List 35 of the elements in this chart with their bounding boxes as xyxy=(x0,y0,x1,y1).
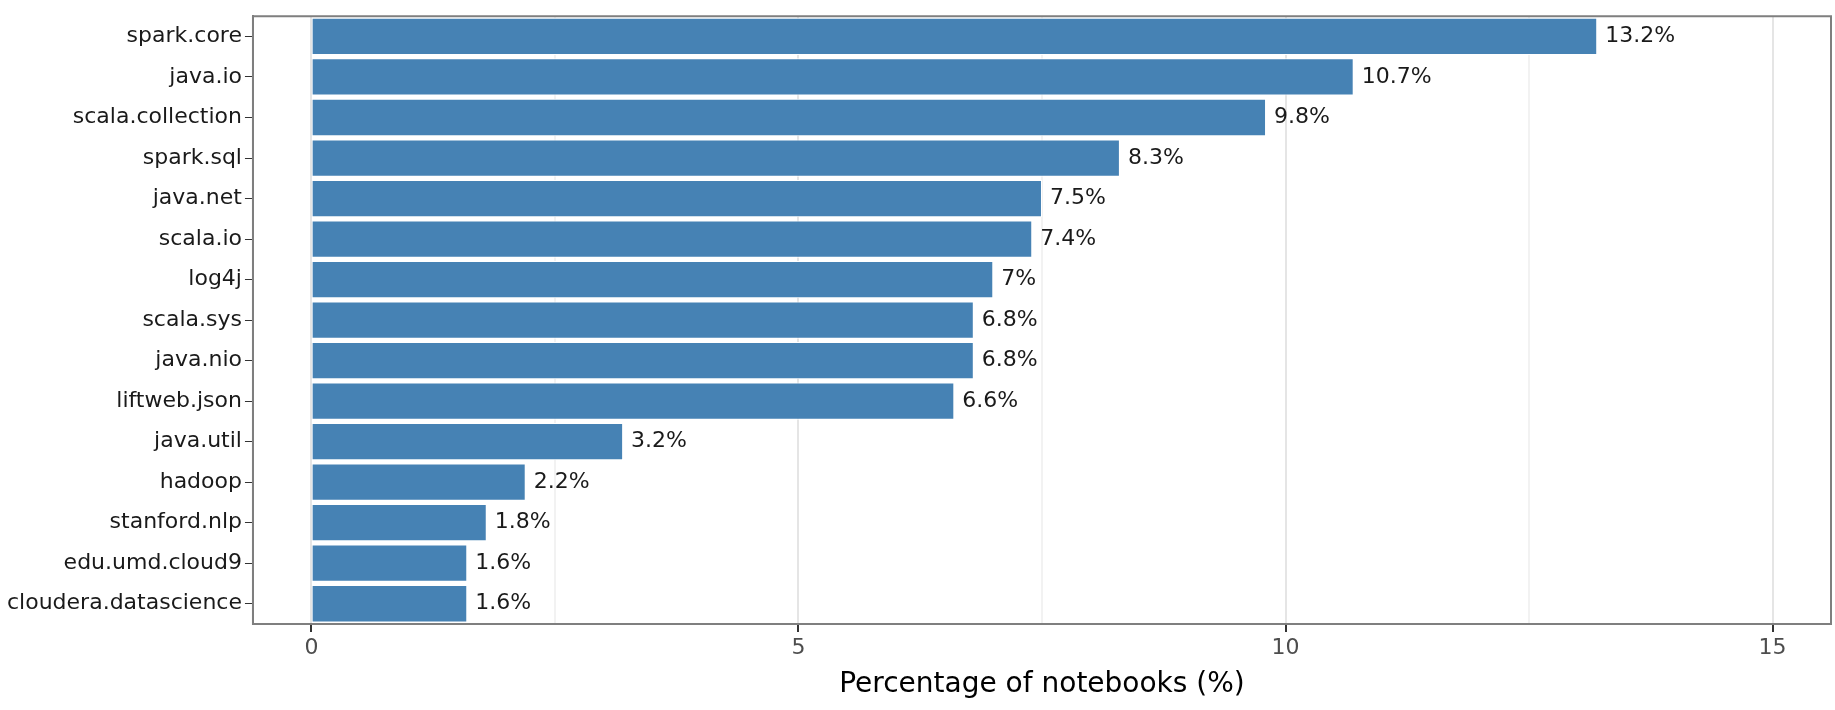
data-label: 13.2% xyxy=(1605,22,1676,48)
x-tick-label: 0 xyxy=(304,633,319,659)
data-label: 1.8% xyxy=(494,508,551,534)
y-tick-label: java.io xyxy=(168,62,242,88)
data-label: 1.6% xyxy=(475,548,532,574)
y-tick-label: spark.core xyxy=(126,22,242,48)
data-label: 7% xyxy=(1001,265,1037,291)
y-tick-label: cloudera.datascience xyxy=(7,589,242,615)
data-label: 10.7% xyxy=(1361,62,1432,88)
data-label: 6.8% xyxy=(981,346,1038,372)
y-tick-label: java.net xyxy=(151,184,243,210)
x-tick-label: 5 xyxy=(791,633,806,659)
y-tick-label: java.util xyxy=(153,427,242,453)
y-tick-label: hadoop xyxy=(159,467,242,493)
data-label: 7.4% xyxy=(1040,224,1097,250)
data-label: 2.2% xyxy=(533,467,590,493)
y-tick-label: liftweb.json xyxy=(116,386,242,412)
y-tick-label: spark.sql xyxy=(142,143,242,169)
y-tick-label: log4j xyxy=(188,265,242,291)
x-tick-label: 10 xyxy=(1271,633,1300,659)
x-axis-title: Percentage of notebooks (%) xyxy=(839,666,1245,700)
y-tick-label: scala.io xyxy=(158,224,242,250)
data-label: 1.6% xyxy=(475,589,532,615)
data-label: 6.8% xyxy=(981,305,1038,331)
data-label: 3.2% xyxy=(631,427,688,453)
y-tick-label: scala.collection xyxy=(72,103,242,129)
y-tick-label: edu.umd.cloud9 xyxy=(63,548,242,574)
y-tick-label: stanford.nlp xyxy=(109,508,242,534)
data-label: 7.5% xyxy=(1049,184,1106,210)
y-tick-label: java.nio xyxy=(154,346,242,372)
data-label: 6.6% xyxy=(962,386,1019,412)
y-tick-label: scala.sys xyxy=(142,305,242,331)
x-tick-label: 15 xyxy=(1758,633,1787,659)
data-label: 8.3% xyxy=(1127,143,1184,169)
data-label: 9.8% xyxy=(1274,103,1330,129)
